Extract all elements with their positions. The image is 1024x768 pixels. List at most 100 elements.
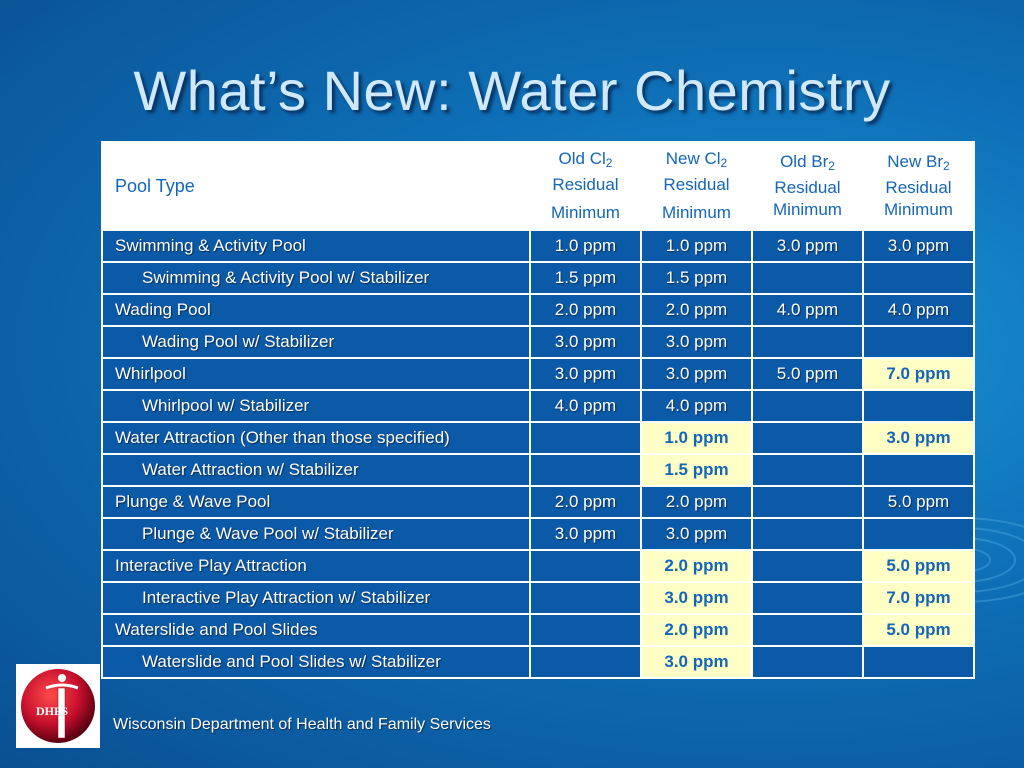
new-cl-cell: 1.5 ppm bbox=[640, 453, 753, 487]
header-old-cl: Old Cl2 Residual Minimum bbox=[529, 141, 642, 231]
pool-type-cell: Wading Pool w/ Stabilizer bbox=[101, 325, 531, 359]
header-old-br-line2: Residual bbox=[774, 178, 841, 197]
new-cl-cell: 2.0 ppm bbox=[640, 613, 753, 647]
header-new-br-line3: Minimum bbox=[884, 200, 953, 219]
new-br-cell: 3.0 ppm bbox=[862, 229, 975, 263]
header-new-cl-prefix: New Cl bbox=[665, 149, 721, 168]
new-cl-cell: 3.0 ppm bbox=[640, 581, 753, 615]
dhfs-logo: DHFS bbox=[16, 664, 100, 748]
new-cl-cell: 1.5 ppm bbox=[640, 261, 753, 295]
pool-type-cell: Interactive Play Attraction w/ Stabilize… bbox=[101, 581, 531, 615]
pool-type-cell: Plunge & Wave Pool bbox=[101, 485, 531, 519]
new-br-cell: 5.0 ppm bbox=[862, 485, 975, 519]
old-br-cell bbox=[751, 645, 864, 679]
header-old-br-prefix: Old Br bbox=[780, 152, 829, 171]
old-cl-cell: 2.0 ppm bbox=[529, 293, 642, 327]
pool-type-cell: Water Attraction w/ Stabilizer bbox=[101, 453, 531, 487]
table-row: Wading Pool 2.0 ppm 2.0 ppm 4.0 ppm 4.0 ppm bbox=[101, 293, 975, 327]
header-old-cl-line2: Residual bbox=[552, 175, 619, 194]
table-header-row: Pool Type Old Cl2 Residual Minimum New C… bbox=[101, 141, 975, 231]
new-cl-cell: 3.0 ppm bbox=[640, 645, 753, 679]
old-cl-cell bbox=[529, 581, 642, 615]
header-new-br-sub: 2 bbox=[943, 159, 950, 173]
new-br-cell: 3.0 ppm bbox=[862, 421, 975, 455]
old-br-cell bbox=[751, 453, 864, 487]
new-cl-cell: 3.0 ppm bbox=[640, 517, 753, 551]
header-new-cl-line3: Minimum bbox=[662, 203, 731, 222]
old-br-cell bbox=[751, 261, 864, 295]
old-br-cell bbox=[751, 581, 864, 615]
pool-type-cell: Whirlpool w/ Stabilizer bbox=[101, 389, 531, 423]
old-cl-cell bbox=[529, 549, 642, 583]
new-cl-cell: 2.0 ppm bbox=[640, 549, 753, 583]
pool-type-cell: Interactive Play Attraction bbox=[101, 549, 531, 583]
header-pool-type: Pool Type bbox=[101, 141, 531, 231]
header-old-br: Old Br2 Residual Minimum bbox=[751, 141, 864, 231]
header-new-cl-sub: 2 bbox=[720, 156, 728, 170]
table-row: Interactive Play Attraction w/ Stabilize… bbox=[101, 581, 975, 615]
new-br-cell: 7.0 ppm bbox=[862, 357, 975, 391]
old-cl-cell: 1.0 ppm bbox=[529, 229, 642, 263]
old-cl-cell: 3.0 ppm bbox=[529, 517, 642, 551]
table-row: Water Attraction (Other than those speci… bbox=[101, 421, 975, 455]
old-br-cell bbox=[751, 517, 864, 551]
new-br-cell: 7.0 ppm bbox=[862, 581, 975, 615]
header-old-cl-line3: Minimum bbox=[551, 203, 620, 222]
table-row: Swimming & Activity Pool 1.0 ppm 1.0 ppm 3.… bbox=[101, 229, 975, 263]
old-cl-cell: 1.5 ppm bbox=[529, 261, 642, 295]
old-cl-cell: 2.0 ppm bbox=[529, 485, 642, 519]
old-br-cell bbox=[751, 613, 864, 647]
pool-type-cell: Waterslide and Pool Slides bbox=[101, 613, 531, 647]
new-cl-cell: 3.0 ppm bbox=[640, 357, 753, 391]
table-row: Swimming & Activity Pool w/ Stabilizer 1.… bbox=[101, 261, 975, 295]
header-new-br-prefix: New Br bbox=[887, 152, 944, 171]
old-cl-cell: 3.0 ppm bbox=[529, 357, 642, 391]
new-br-cell: 5.0 ppm bbox=[862, 613, 975, 647]
new-br-cell bbox=[862, 645, 975, 679]
slide-title: What’s New: Water Chemistry bbox=[133, 59, 891, 122]
header-old-cl-prefix: Old Cl bbox=[558, 149, 606, 168]
new-cl-cell: 4.0 ppm bbox=[640, 389, 753, 423]
old-br-cell: 3.0 ppm bbox=[751, 229, 864, 263]
header-new-br: New Br2 Residual Minimum bbox=[862, 141, 975, 231]
old-cl-cell: 4.0 ppm bbox=[529, 389, 642, 423]
new-cl-cell: 1.0 ppm bbox=[640, 229, 753, 263]
table-row: Whirlpool 3.0 ppm 3.0 ppm 5.0 ppm 7.0 ppm bbox=[101, 357, 975, 391]
water-chemistry-table: Pool Type Old Cl2 Residual Minimum New C… bbox=[101, 141, 975, 679]
pool-type-cell: Water Attraction (Other than those speci… bbox=[101, 421, 531, 455]
new-br-cell: 4.0 ppm bbox=[862, 293, 975, 327]
old-br-cell bbox=[751, 389, 864, 423]
new-cl-cell: 2.0 ppm bbox=[640, 293, 753, 327]
table-row: Water Attraction w/ Stabilizer 1.5 ppm bbox=[101, 453, 975, 487]
new-br-cell bbox=[862, 517, 975, 551]
new-cl-cell: 1.0 ppm bbox=[640, 421, 753, 455]
logo-text: DHFS bbox=[36, 704, 68, 718]
header-new-br-line2: Residual bbox=[885, 178, 952, 197]
pool-type-cell: Whirlpool bbox=[101, 357, 531, 391]
table-row: Waterslide and Pool Slides 2.0 ppm 5.0 ppm bbox=[101, 613, 975, 647]
pool-type-cell: Wading Pool bbox=[101, 293, 531, 327]
new-br-cell: 5.0 ppm bbox=[862, 549, 975, 583]
table-row: Plunge & Wave Pool w/ Stabilizer 3.0 ppm 3… bbox=[101, 517, 975, 551]
old-cl-cell bbox=[529, 453, 642, 487]
pool-type-cell: Waterslide and Pool Slides w/ Stabilizer bbox=[101, 645, 531, 679]
old-br-cell bbox=[751, 485, 864, 519]
table-row: Plunge & Wave Pool 2.0 ppm 2.0 ppm 5.0 ppm bbox=[101, 485, 975, 519]
new-br-cell bbox=[862, 325, 975, 359]
header-new-cl-line2: Residual bbox=[663, 175, 730, 194]
footer-organization: Wisconsin Department of Health and Famil… bbox=[113, 716, 491, 733]
header-old-br-line3: Minimum bbox=[773, 200, 842, 219]
old-br-cell: 4.0 ppm bbox=[751, 293, 864, 327]
new-cl-cell: 3.0 ppm bbox=[640, 325, 753, 359]
table-row: Wading Pool w/ Stabilizer 3.0 ppm 3.0 ppm bbox=[101, 325, 975, 359]
header-old-br-sub: 2 bbox=[828, 159, 835, 173]
old-br-cell bbox=[751, 549, 864, 583]
header-old-cl-sub: 2 bbox=[605, 156, 613, 170]
header-new-cl: New Cl2 Residual Minimum bbox=[640, 141, 753, 231]
old-br-cell: 5.0 ppm bbox=[751, 357, 864, 391]
pool-type-cell: Swimming & Activity Pool bbox=[101, 229, 531, 263]
new-cl-cell: 2.0 ppm bbox=[640, 485, 753, 519]
old-cl-cell bbox=[529, 421, 642, 455]
pool-type-cell: Swimming & Activity Pool w/ Stabilizer bbox=[101, 261, 531, 295]
new-br-cell bbox=[862, 261, 975, 295]
